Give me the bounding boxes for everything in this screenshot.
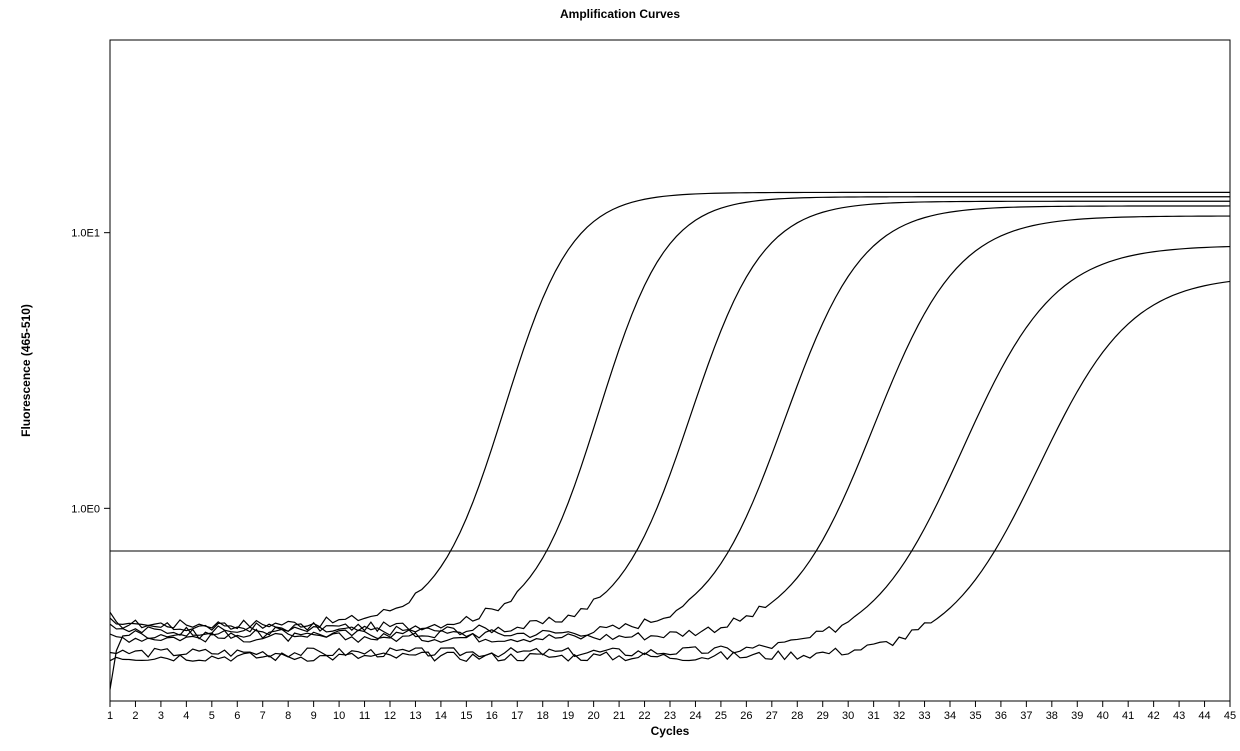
y-axis-label: Fluorescence (465-510): [19, 304, 33, 437]
x-tick-label: 31: [868, 710, 880, 722]
y-tick-label: 1.0E1: [71, 228, 100, 240]
x-tick-label: 1: [107, 710, 113, 722]
x-axis: 1234567891011121314151617181920212223242…: [107, 701, 1236, 722]
x-tick-label: 24: [689, 710, 701, 722]
x-tick-label: 13: [409, 710, 421, 722]
x-tick-label: 33: [918, 710, 930, 722]
x-tick-label: 41: [1122, 710, 1134, 722]
x-tick-label: 22: [638, 710, 650, 722]
x-tick-label: 19: [562, 710, 574, 722]
x-tick-label: 39: [1071, 710, 1083, 722]
x-tick-label: 37: [1020, 710, 1032, 722]
x-tick-label: 10: [333, 710, 345, 722]
x-tick-label: 34: [944, 710, 956, 722]
x-tick-label: 8: [285, 710, 291, 722]
x-tick-label: 45: [1224, 710, 1236, 722]
x-tick-label: 44: [1198, 710, 1210, 722]
x-tick-label: 14: [435, 710, 447, 722]
x-tick-label: 17: [511, 710, 523, 722]
x-tick-label: 35: [969, 710, 981, 722]
x-tick-label: 12: [384, 710, 396, 722]
x-tick-label: 9: [311, 710, 317, 722]
curve-3: [110, 201, 1230, 635]
x-tick-label: 6: [234, 710, 240, 722]
x-tick-label: 36: [995, 710, 1007, 722]
y-tick-label: 1.0E0: [71, 503, 100, 515]
curve-1: [110, 192, 1230, 628]
x-tick-label: 5: [209, 710, 215, 722]
curve-5: [110, 216, 1230, 642]
x-tick-label: 43: [1173, 710, 1185, 722]
curve-2: [110, 197, 1230, 632]
x-tick-label: 30: [842, 710, 854, 722]
curve-4: [110, 206, 1230, 690]
x-tick-label: 28: [791, 710, 803, 722]
x-tick-label: 4: [183, 710, 189, 722]
x-tick-label: 40: [1097, 710, 1109, 722]
x-tick-label: 32: [893, 710, 905, 722]
amplification-chart: Amplification Curves12345678910111213141…: [0, 0, 1240, 751]
x-tick-label: 26: [740, 710, 752, 722]
x-tick-label: 16: [486, 710, 498, 722]
x-tick-label: 18: [537, 710, 549, 722]
curve-7: [110, 281, 1230, 661]
x-tick-label: 3: [158, 710, 164, 722]
x-tick-label: 27: [766, 710, 778, 722]
curve-6: [110, 247, 1230, 657]
x-tick-label: 38: [1046, 710, 1058, 722]
x-tick-label: 29: [817, 710, 829, 722]
x-tick-label: 15: [460, 710, 472, 722]
x-tick-label: 11: [359, 710, 370, 722]
x-tick-label: 2: [132, 710, 138, 722]
y-axis: 1.0E0 1.0E1: [71, 228, 110, 516]
x-tick-label: 25: [715, 710, 727, 722]
x-tick-label: 42: [1148, 710, 1160, 722]
x-axis-label: Cycles: [651, 724, 690, 738]
chart-title: Amplification Curves: [560, 7, 680, 21]
x-tick-label: 21: [613, 710, 625, 722]
chart-container: Amplification Curves12345678910111213141…: [0, 0, 1240, 751]
plot-border: [110, 40, 1230, 701]
x-tick-label: 23: [664, 710, 676, 722]
curves-group: [110, 192, 1230, 689]
x-tick-label: 20: [588, 710, 600, 722]
x-tick-label: 7: [260, 710, 266, 722]
